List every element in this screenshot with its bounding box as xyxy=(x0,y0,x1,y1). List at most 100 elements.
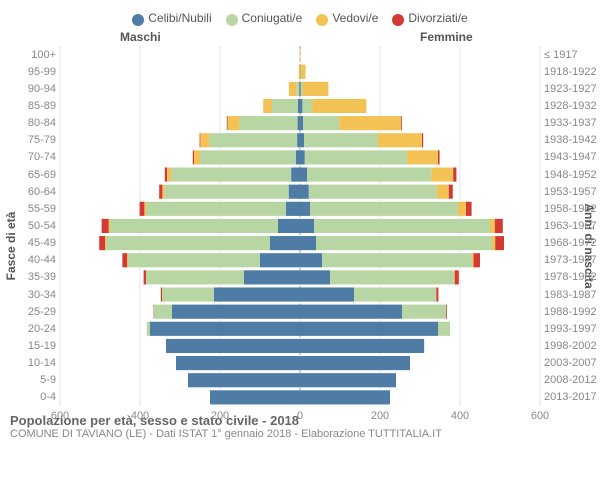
bar-male xyxy=(161,287,162,301)
bar-male xyxy=(240,116,298,130)
bar-female xyxy=(300,116,303,130)
bar-male xyxy=(278,219,300,233)
bar-male xyxy=(296,150,300,164)
bar-female xyxy=(339,116,401,130)
bar-female xyxy=(436,287,438,301)
bar-female xyxy=(303,116,339,130)
bar-female xyxy=(300,356,410,370)
bar-male xyxy=(144,202,146,216)
y-tick-age: 10-14 xyxy=(28,358,56,369)
bar-male xyxy=(200,133,209,147)
bar-female xyxy=(312,99,366,113)
legend-item: Vedovi/e xyxy=(316,11,378,25)
bar-female xyxy=(453,167,456,181)
bar-female xyxy=(314,219,490,233)
bar-male xyxy=(298,116,300,130)
y-tick-age: 100+ xyxy=(31,50,56,61)
bar-male xyxy=(260,253,300,267)
bar-female xyxy=(300,82,301,96)
legend-label: Divorziati/e xyxy=(408,11,467,25)
bar-male xyxy=(228,116,240,130)
bar-male xyxy=(165,185,289,199)
x-tick: 400 xyxy=(131,410,149,422)
x-tick: 200 xyxy=(371,410,389,422)
bar-female xyxy=(316,236,492,250)
bar-male xyxy=(272,99,298,113)
bar-male xyxy=(200,133,201,147)
bar-female xyxy=(402,305,446,319)
chart-subtitle: COMUNE DI TAVIANO (LE) - Dati ISTAT 1° g… xyxy=(10,428,442,440)
bar-female xyxy=(300,373,396,387)
y-tick-birth: 1953-1957 xyxy=(544,187,597,198)
y-tick-age: 75-79 xyxy=(28,135,56,146)
legend-swatch xyxy=(392,14,404,26)
bar-male xyxy=(209,133,297,147)
y-tick-birth: 1978-1982 xyxy=(544,272,597,283)
y-tick-birth: 1973-1977 xyxy=(544,255,597,266)
bar-male xyxy=(298,99,300,113)
y-tick-birth: 1998-2002 xyxy=(544,341,597,352)
y-tick-age: 30-34 xyxy=(28,290,56,301)
bar-female xyxy=(302,82,328,96)
header-male: Maschi xyxy=(120,30,161,44)
legend-label: Vedovi/e xyxy=(332,11,378,25)
bar-male xyxy=(146,202,286,216)
bar-female xyxy=(438,322,450,336)
bar-female xyxy=(474,253,480,267)
bar-male xyxy=(165,167,167,181)
bar-female xyxy=(300,305,402,319)
bar-male xyxy=(289,82,297,96)
bar-male xyxy=(150,322,300,336)
legend-label: Coniugati/e xyxy=(242,11,303,25)
bar-male xyxy=(188,373,300,387)
y-tick-birth: ≤ 1917 xyxy=(544,50,578,61)
y-tick-birth: 1963-1967 xyxy=(544,221,597,232)
bar-female xyxy=(300,339,424,353)
y-tick-birth: 2013-2017 xyxy=(544,392,597,403)
bar-male xyxy=(291,167,300,181)
y-tick-age: 50-54 xyxy=(28,221,56,232)
bar-male xyxy=(144,270,146,284)
bar-male xyxy=(110,219,278,233)
bar-female xyxy=(455,270,459,284)
bar-male xyxy=(140,202,145,216)
bar-female xyxy=(300,48,301,62)
y-tick-birth: 1928-1932 xyxy=(544,101,597,112)
y-tick-birth: 1933-1937 xyxy=(544,118,597,129)
y-tick-birth: 1923-1927 xyxy=(544,84,597,95)
y-tick-birth: 2003-2007 xyxy=(544,358,597,369)
bar-male xyxy=(286,202,300,216)
y-tick-birth: 1938-1942 xyxy=(544,135,597,146)
bar-male xyxy=(146,270,244,284)
header-female: Femmine xyxy=(420,30,473,44)
bar-female xyxy=(492,236,495,250)
bar-male xyxy=(214,287,300,301)
bar-male xyxy=(210,390,300,404)
x-tick: 600 xyxy=(531,410,549,422)
x-tick: 0 xyxy=(297,410,303,422)
bar-male xyxy=(102,219,109,233)
bar-male xyxy=(270,236,300,250)
bar-female xyxy=(431,167,453,181)
bar-male xyxy=(162,287,214,301)
bar-female xyxy=(300,219,314,233)
y-tick-age: 60-64 xyxy=(28,187,56,198)
population-pyramid: Fasce di età Anni di nascita Popolazione… xyxy=(0,46,600,446)
y-tick-age: 85-89 xyxy=(28,101,56,112)
bar-female xyxy=(301,82,303,96)
legend-label: Celibi/Nubili xyxy=(148,11,211,25)
bar-male xyxy=(289,185,300,199)
bar-male xyxy=(159,185,162,199)
bar-female xyxy=(304,133,378,147)
bar-female xyxy=(454,270,455,284)
y-tick-age: 0-4 xyxy=(40,392,56,403)
y-tick-age: 90-94 xyxy=(28,84,56,95)
bar-male xyxy=(299,82,300,96)
bar-female xyxy=(495,236,504,250)
bar-male xyxy=(172,305,300,319)
bar-female xyxy=(472,253,474,267)
bar-female xyxy=(302,99,312,113)
y-tick-age: 5-9 xyxy=(40,375,56,386)
bar-female xyxy=(300,133,304,147)
y-tick-birth: 1948-1952 xyxy=(544,170,597,181)
